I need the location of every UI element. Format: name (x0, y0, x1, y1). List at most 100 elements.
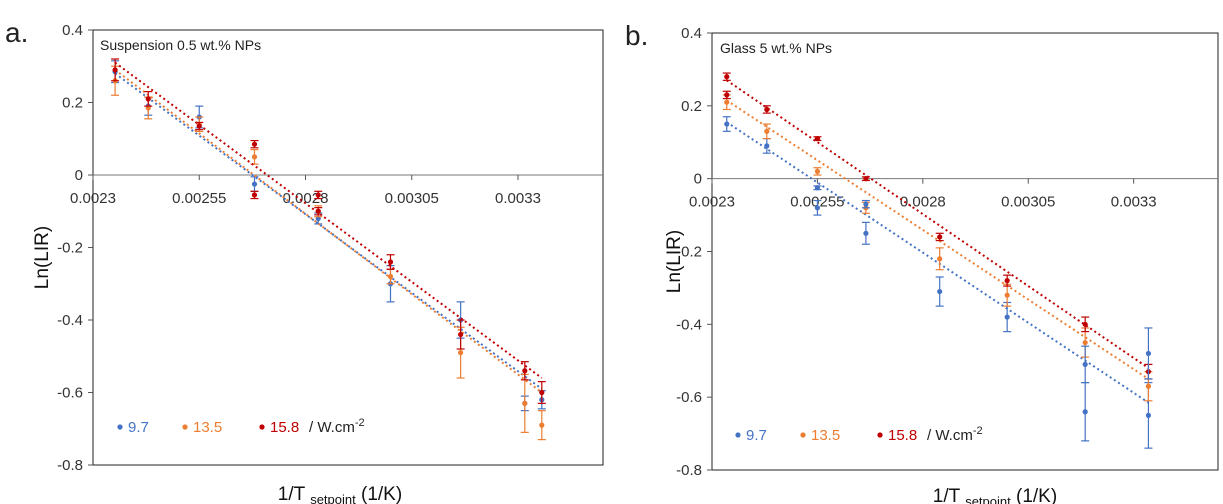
legend-unit: / W.cm-2 (309, 417, 365, 436)
data-point (863, 201, 869, 207)
y-axis-label: Ln(LIR) (32, 226, 53, 289)
x-tick-label: 0.0033 (495, 190, 541, 207)
data-point (724, 92, 730, 98)
y-tick-label: -0.2 (676, 244, 702, 261)
data-point (814, 185, 821, 191)
y-tick-label: 0 (694, 171, 702, 188)
y-tick-label: -0.2 (57, 240, 83, 257)
series-15.8 (722, 72, 1153, 380)
panel-label: a. (5, 17, 28, 48)
data-point (522, 400, 528, 406)
data-point (387, 259, 394, 265)
series-13.5 (111, 65, 546, 441)
legend: 9.7 13.5 15.8 / W.cm-2 (117, 417, 365, 436)
x-axis-label: 1/T setpoint (1/K) (278, 484, 402, 504)
legend-marker (877, 432, 883, 438)
trendline (114, 72, 543, 390)
legend: 9.7 13.5 15.8 / W.cm-2 (735, 425, 983, 444)
data-point (1145, 350, 1152, 357)
legend-entry: 15.8 (888, 427, 917, 444)
data-point (315, 192, 321, 198)
trendline (726, 99, 1149, 380)
chart-panel-b: b. Glass 5 wt.% NPs 0.4 0.2 0 -0.2 -0.4 -0.6 -0.… (625, 20, 1219, 504)
data-point (1082, 361, 1088, 367)
series-13.5 (722, 94, 1153, 402)
data-point (764, 106, 770, 113)
y-tick-label: -0.4 (57, 312, 83, 329)
trendline (726, 121, 1149, 404)
y-tick-label: 0.2 (681, 98, 702, 115)
panel-title: Glass 5 wt.% NPs (720, 40, 832, 56)
legend-marker (735, 432, 741, 438)
y-tick-label: 0.2 (62, 95, 83, 112)
data-point (1082, 409, 1088, 415)
chart-panel-a: a. Suspension 0.5 wt.% NPs 0.4 0.2 0 -0.2 -0.4… (5, 17, 604, 504)
x-tick-label: 0.0023 (70, 190, 116, 207)
y-tick-label: -0.8 (676, 462, 702, 479)
data-point (1145, 383, 1152, 389)
data-point (764, 128, 770, 134)
y-tick-label: -0.8 (57, 457, 83, 474)
data-point (145, 96, 151, 102)
y-tick-label: -0.6 (57, 385, 83, 402)
data-point (539, 422, 545, 428)
legend-unit: / W.cm-2 (927, 425, 983, 444)
x-tick-label: 0.0023 (689, 194, 735, 211)
legend-marker (117, 424, 123, 430)
data-point (251, 154, 258, 160)
legend-entry: 9.7 (128, 419, 149, 436)
data-point (724, 121, 730, 127)
data-point (251, 141, 258, 147)
plot-area-frame (711, 32, 1219, 471)
x-tick-label: 0.0028 (900, 194, 946, 211)
data-point (112, 67, 118, 73)
legend-marker (182, 424, 188, 430)
legend-entry: 13.5 (811, 427, 840, 444)
y-tick-label: -0.6 (676, 389, 702, 406)
data-point (1004, 292, 1010, 298)
data-point (1082, 339, 1088, 346)
data-point (724, 74, 730, 80)
series-15.8 (111, 58, 546, 404)
x-tick-label: 0.00255 (172, 190, 226, 207)
data-point (937, 256, 943, 262)
data-point (814, 205, 821, 211)
x-tick-label: 0.0033 (1111, 194, 1157, 211)
data-point (387, 273, 394, 280)
x-axis-label: 1/T setpoint (1/K) (933, 486, 1057, 504)
data-point (1082, 321, 1088, 327)
data-point (863, 230, 869, 236)
data-point (251, 192, 258, 198)
trendline (114, 61, 543, 379)
panel-label: b. (625, 20, 648, 51)
data-point (814, 136, 821, 142)
x-tick-label: 0.00305 (1001, 194, 1055, 211)
data-point (458, 350, 464, 356)
data-point (863, 176, 869, 182)
y-tick-label: -0.4 (676, 316, 702, 333)
plot-area-frame (92, 29, 604, 466)
trendline (726, 79, 1149, 369)
x-tick-label: 0.00305 (385, 190, 439, 207)
data-point (539, 389, 545, 396)
legend-marker (259, 424, 265, 430)
data-point (1145, 412, 1152, 418)
data-point (251, 181, 258, 187)
legend-entry: 13.5 (193, 419, 222, 436)
data-point (1004, 314, 1010, 320)
series-9.7 (111, 60, 546, 412)
data-point (937, 288, 943, 295)
y-axis-label: Ln(LIR) (664, 230, 685, 293)
legend-entry: 9.7 (746, 427, 767, 444)
data-point (315, 208, 321, 214)
legend-marker (800, 432, 806, 438)
y-tick-label: 0.4 (681, 25, 702, 42)
data-point (814, 168, 821, 174)
trendline (114, 69, 543, 394)
data-point (1004, 278, 1010, 284)
series-9.7 (722, 116, 1153, 449)
data-point (522, 368, 528, 374)
data-point (937, 234, 943, 240)
panel-title: Suspension 0.5 wt.% NPs (100, 37, 261, 53)
